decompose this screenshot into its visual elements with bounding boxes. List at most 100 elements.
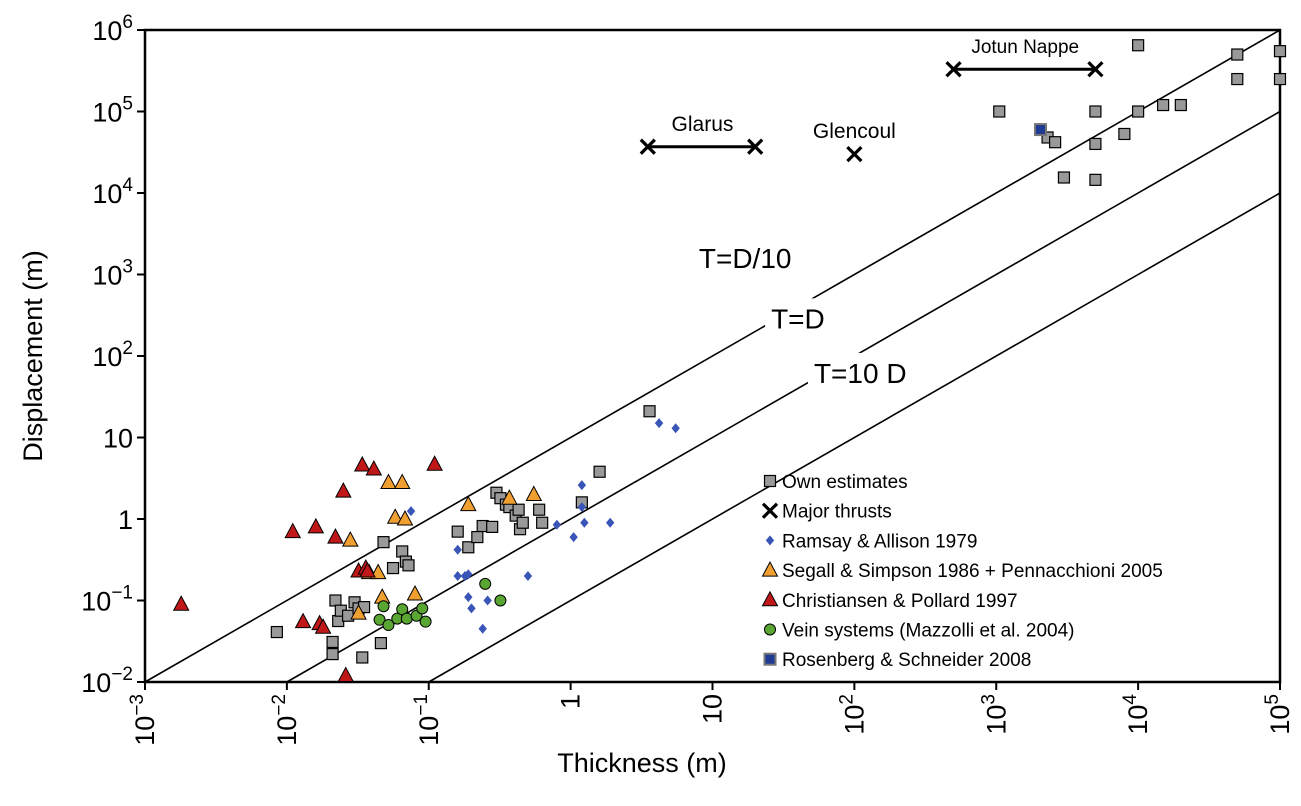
point-segall-simpson-1986-pennacchioni-2005 (393, 473, 411, 490)
legend-marker (763, 652, 777, 666)
y-tick-label: 105 (92, 94, 133, 128)
point-own-estimates (1132, 105, 1145, 118)
point-own-estimates (329, 594, 342, 607)
point-own-estimates (1089, 173, 1102, 186)
point-christiansen-pollard-1997 (327, 528, 344, 544)
x-tick-label: 10 (698, 694, 728, 724)
x-tick-label: 10−3 (127, 694, 160, 746)
point-ramsay-allison-1979 (467, 603, 476, 614)
point-own-estimates (486, 520, 499, 533)
point-own-estimates (326, 635, 339, 649)
point-segall-simpson-1986-pennacchioni-2005 (380, 473, 397, 490)
point-ramsay-allison-1979 (406, 506, 416, 517)
point-own-estimates (1174, 98, 1187, 112)
legend-marker (764, 623, 776, 636)
legend: Own estimates Major thrusts Ramsay & Allis… (761, 472, 1163, 671)
x-axis: 10−3 10−2 10−1 1 10 102 103 104 105 (127, 682, 1295, 746)
series-vein-systems-mazzolli-et-al-2004 (373, 577, 507, 632)
point-ramsay-allison-1979 (577, 502, 587, 513)
x-stroke (846, 145, 863, 163)
major-thrusts-layer: Glarus Glencoul Jotun Nappe (647, 35, 1096, 149)
point-own-estimates (356, 651, 369, 664)
point-christiansen-pollard-1997 (314, 618, 332, 634)
legend-label: Christiansen & Pollard 1997 (782, 591, 1018, 612)
legend-marker (761, 590, 779, 607)
point-own-estimates (1089, 137, 1102, 151)
point-segall-simpson-1986-pennacchioni-2005 (406, 584, 424, 601)
reference-label-t-d-10: T=D/10 (699, 243, 792, 274)
x-tick-label: 105 (1262, 694, 1295, 735)
point-segall-simpson-1986-pennacchioni-2005 (525, 485, 543, 501)
x-tick-label: 102 (836, 694, 869, 735)
point-segall-simpson-1986-pennacchioni-2005 (459, 495, 477, 512)
point-ramsay-allison-1979 (453, 544, 462, 555)
point-own-estimates (533, 503, 546, 516)
point-own-estimates (1057, 171, 1071, 184)
series-christiansen-pollard-1997 (172, 455, 443, 683)
point-own-estimates (1118, 127, 1131, 141)
x-tick-label: 104 (1120, 694, 1153, 735)
point-vein-systems-mazzolli-et-al-2004 (416, 602, 429, 615)
point-own-estimates (1132, 39, 1145, 52)
point-christiansen-pollard-1997 (294, 612, 312, 629)
series-own-estimates (270, 39, 1287, 664)
legend-label: Ramsay & Allison 1979 (782, 531, 977, 552)
thrust-label-glencoul: Glencoul (813, 120, 896, 143)
legend-item-major-thrusts: Major thrusts (761, 502, 892, 523)
legend-label: Rosenberg & Schneider 2008 (782, 650, 1031, 671)
reference-label-bg (807, 352, 913, 393)
y-axis-title: Displacement (m) (18, 250, 48, 462)
x-tick-label: 1 (556, 694, 586, 709)
legend-label: Vein systems (Mazzolli et al. 2004) (782, 621, 1075, 642)
point-segall-simpson-1986-pennacchioni-2005 (350, 604, 367, 620)
point-ramsay-allison-1979 (464, 592, 473, 603)
point-major-thrusts (639, 138, 656, 155)
point-own-estimates (1157, 98, 1170, 112)
reference-label-bg (765, 298, 831, 339)
point-ramsay-allison-1979 (569, 532, 578, 543)
point-own-estimates (402, 559, 415, 572)
point-own-estimates (386, 561, 400, 575)
point-own-estimates (1089, 105, 1102, 118)
point-vein-systems-mazzolli-et-al-2004 (382, 619, 395, 632)
data-points-layer (172, 39, 1287, 683)
point-vein-systems-mazzolli-et-al-2004 (494, 594, 507, 607)
point-ramsay-allison-1979 (605, 517, 615, 528)
point-own-estimates (1231, 72, 1244, 86)
point-own-estimates (536, 516, 549, 529)
legend-item-own-estimates: Own estimates (763, 472, 908, 493)
point-christiansen-pollard-1997 (353, 455, 371, 472)
point-major-thrusts (1087, 61, 1104, 78)
point-christiansen-pollard-1997 (284, 522, 302, 539)
legend-label: Segall & Simpson 1986 + Pennacchioni 200… (782, 561, 1163, 582)
point-own-estimates (516, 516, 529, 529)
y-tick-label: 10−2 (81, 664, 133, 698)
point-segall-simpson-1986-pennacchioni-2005 (386, 508, 404, 524)
point-segall-simpson-1986-pennacchioni-2005 (341, 531, 359, 547)
point-own-estimates (377, 536, 390, 549)
point-christiansen-pollard-1997 (172, 595, 190, 611)
y-tick-label: 106 (92, 12, 133, 46)
point-own-estimates (993, 105, 1006, 118)
point-rosenberg-schneider-2008 (1033, 123, 1047, 137)
point-christiansen-pollard-1997 (426, 455, 443, 471)
reference-label-t-d: T=D (771, 303, 825, 334)
y-tick-label: 10 (103, 424, 133, 454)
point-own-estimates (512, 503, 525, 516)
x-stroke (1087, 61, 1104, 78)
point-own-estimates (593, 465, 606, 478)
thrust-label-jotun-nappe: Jotun Nappe (971, 37, 1079, 58)
reference-line-t-10-d (428, 192, 1281, 683)
point-own-estimates (1231, 48, 1244, 61)
x-tick-label: 10−1 (411, 694, 444, 746)
point-ramsay-allison-1979 (671, 423, 680, 434)
point-own-estimates (1049, 136, 1062, 149)
point-own-estimates (462, 541, 475, 554)
legend-marker (765, 535, 775, 546)
point-ramsay-allison-1979 (577, 480, 587, 491)
point-ramsay-allison-1979 (464, 569, 473, 580)
point-segall-simpson-1986-pennacchioni-2005 (396, 509, 414, 526)
point-own-estimates (374, 637, 388, 650)
x-axis-title: Thickness (m) (557, 748, 727, 778)
